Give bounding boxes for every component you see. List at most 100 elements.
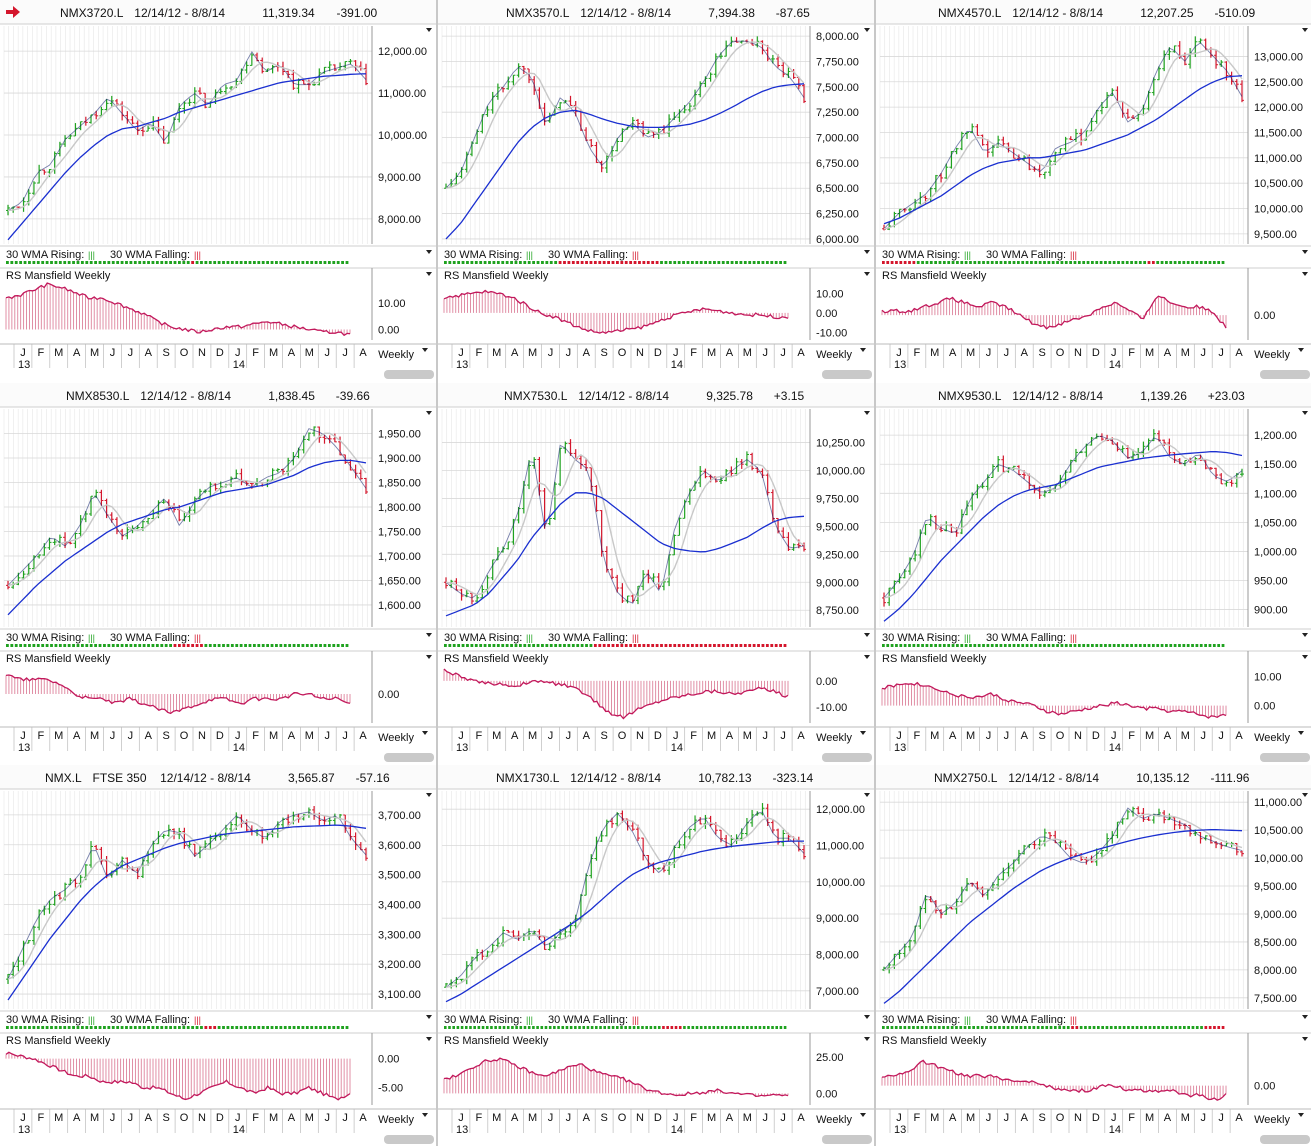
breadth-dot — [1069, 261, 1072, 264]
month-label: M — [492, 347, 501, 359]
menu-triangle-icon — [1298, 348, 1304, 352]
month-label: A — [726, 730, 734, 742]
breadth-dot — [570, 1026, 573, 1029]
month-label: S — [1038, 347, 1045, 359]
breadth-dot — [315, 261, 318, 264]
breadth-rising-label: 30 WMA Rising: — [882, 1014, 960, 1026]
y-tick-label: 1,800.00 — [378, 502, 421, 514]
breadth-dot — [116, 644, 119, 647]
breadth-dot — [324, 644, 327, 647]
breadth-dot — [678, 261, 681, 264]
breadth-dot — [912, 261, 915, 264]
rs-tick-label: 25.00 — [816, 1052, 844, 1064]
breadth-dot — [165, 1026, 168, 1029]
month-label: M — [743, 347, 752, 359]
breadth-rising-glyph: ||| — [964, 1015, 971, 1025]
month-label: M — [707, 1112, 716, 1124]
breadth-dot — [757, 644, 760, 647]
breadth-dot — [700, 644, 703, 647]
month-label: J — [763, 1112, 769, 1124]
rs-title: RS Mansfield Weekly — [444, 653, 549, 665]
breadth-dot — [908, 1026, 911, 1029]
breadth-dot — [249, 644, 252, 647]
breadth-dot — [912, 1026, 915, 1029]
breadth-dot — [572, 644, 575, 647]
breadth-dot — [947, 261, 950, 264]
breadth-dot — [68, 261, 71, 264]
menu-triangle-icon — [860, 731, 866, 735]
y-tick-label: 1,100.00 — [1254, 488, 1297, 500]
month-label: N — [1074, 347, 1082, 359]
breadth-dot — [1135, 261, 1138, 264]
breadth-dot — [973, 644, 976, 647]
breadth-falling-glyph: ||| — [632, 1015, 639, 1025]
breadth-dot — [1008, 644, 1011, 647]
month-label: S — [162, 730, 169, 742]
breadth-dot — [651, 644, 654, 647]
month-label: M — [528, 1112, 537, 1124]
breadth-dot — [1033, 1026, 1036, 1029]
breadth-dot — [37, 644, 40, 647]
breadth-dot — [50, 644, 53, 647]
breadth-dot — [578, 1026, 581, 1029]
menu-triangle-icon — [426, 1015, 432, 1019]
breadth-dot — [722, 261, 725, 264]
breadth-dot — [886, 261, 889, 264]
breadth-dot — [1161, 644, 1164, 647]
breadth-dot — [1063, 1026, 1066, 1029]
breadth-dot — [972, 1026, 975, 1029]
breadth-dot — [1217, 261, 1220, 264]
breadth-dot — [1135, 644, 1138, 647]
breadth-dot — [532, 261, 535, 264]
breadth-dot — [642, 644, 645, 647]
month-label: S — [600, 730, 607, 742]
rs-tick-label: 0.00 — [1254, 1081, 1275, 1093]
breadth-dot — [559, 644, 562, 647]
breadth-dot — [721, 1026, 724, 1029]
symbol-label: NMX.L — [45, 771, 82, 785]
breadth-dot — [275, 261, 278, 264]
breadth-dot — [147, 1026, 150, 1029]
breadth-dot — [1213, 1026, 1216, 1029]
breadth-dot — [497, 644, 500, 647]
symbol-label: NMX8530.L — [66, 389, 130, 403]
breadth-rising-glyph: ||| — [964, 250, 971, 260]
breadth-dot — [965, 261, 968, 264]
breadth-dot — [934, 261, 937, 264]
month-label: J — [110, 1112, 116, 1124]
breadth-dot — [15, 644, 18, 647]
breadth-dot — [81, 644, 84, 647]
y-tick-label: 1,000.00 — [1254, 546, 1297, 558]
breadth-dot — [284, 1026, 287, 1029]
breadth-dot — [759, 1026, 762, 1029]
month-label: J — [128, 347, 134, 359]
breadth-dot — [1152, 261, 1155, 264]
breadth-dot — [310, 1026, 313, 1029]
breadth-dot — [519, 644, 522, 647]
breadth-dot — [465, 1026, 468, 1029]
y-tick-label: 12,000.00 — [816, 804, 865, 816]
breadth-dot — [85, 261, 88, 264]
period-label: Weekly — [816, 1114, 852, 1126]
breadth-dot — [750, 1026, 753, 1029]
breadth-dot — [266, 1026, 269, 1029]
breadth-dot — [1209, 261, 1212, 264]
breadth-falling-glyph: ||| — [194, 1015, 201, 1025]
y-tick-label: 10,000.00 — [816, 465, 865, 477]
breadth-dot — [934, 1026, 937, 1029]
breadth-dot — [1209, 644, 1212, 647]
y-tick-label: 3,100.00 — [378, 989, 421, 1001]
breadth-dot — [882, 644, 885, 647]
breadth-dot — [32, 1026, 35, 1029]
breadth-dot — [582, 1026, 585, 1029]
breadth-dot — [687, 261, 690, 264]
